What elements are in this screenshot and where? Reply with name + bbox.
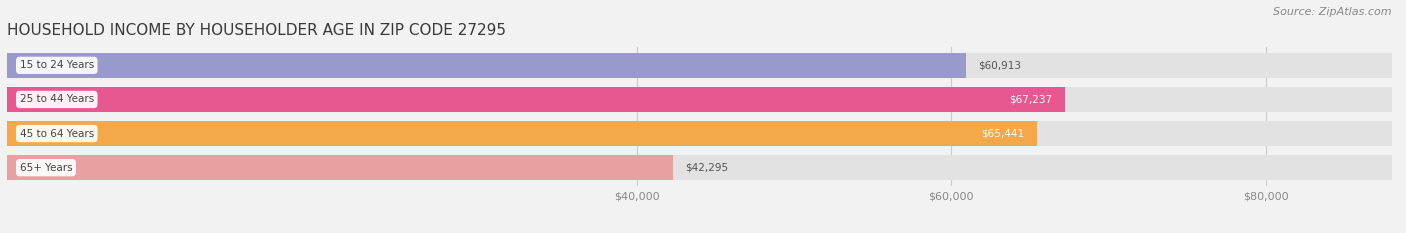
Text: HOUSEHOLD INCOME BY HOUSEHOLDER AGE IN ZIP CODE 27295: HOUSEHOLD INCOME BY HOUSEHOLDER AGE IN Z… [7,24,506,38]
Bar [7,155,672,180]
Bar [7,121,1392,146]
Text: 25 to 44 Years: 25 to 44 Years [20,94,94,104]
Text: $65,441: $65,441 [981,129,1025,139]
Bar [7,87,1066,112]
Text: $67,237: $67,237 [1010,94,1053,104]
Bar [7,53,966,78]
Bar [7,155,1392,180]
Bar [7,53,1392,78]
Bar [7,87,1392,112]
Text: 45 to 64 Years: 45 to 64 Years [20,129,94,139]
Text: 65+ Years: 65+ Years [20,163,72,173]
Bar [7,121,1036,146]
Text: 15 to 24 Years: 15 to 24 Years [20,60,94,70]
Text: $60,913: $60,913 [979,60,1021,70]
Text: Source: ZipAtlas.com: Source: ZipAtlas.com [1274,7,1392,17]
Text: $42,295: $42,295 [685,163,728,173]
